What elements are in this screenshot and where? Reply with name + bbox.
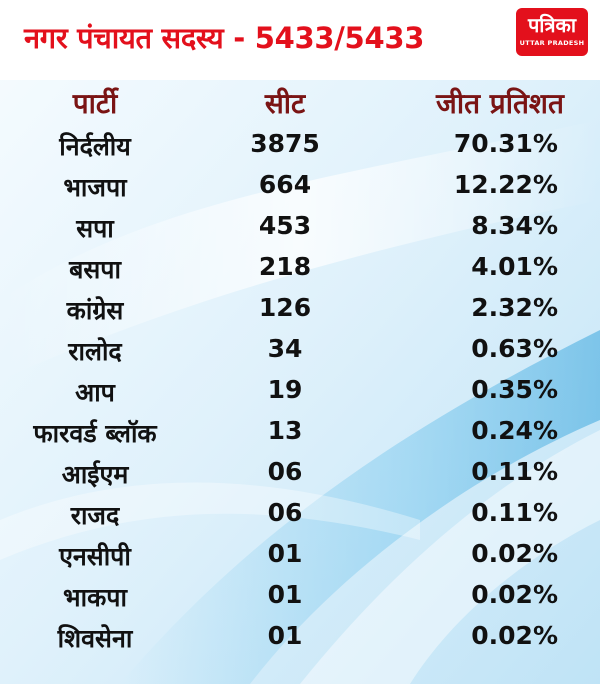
win-percent-cell: 0.11% xyxy=(471,457,558,486)
party-name-cell: आईएम xyxy=(61,460,129,489)
logo-region: UTTAR PRADESH xyxy=(519,39,585,47)
table-row: राजद 06 0.11% xyxy=(0,494,600,535)
table-row: आप 19 0.35% xyxy=(0,371,600,412)
win-percent-cell: 0.24% xyxy=(471,416,558,445)
table-body: निर्दलीय 3875 70.31% भाजपा 664 12.22% सपा 453 8.… xyxy=(0,125,600,658)
party-name-cell: बसपा xyxy=(69,255,121,284)
win-percent-cell: 0.02% xyxy=(471,580,558,609)
seats-cell: 13 xyxy=(267,416,303,445)
win-percent-cell: 0.02% xyxy=(471,539,558,568)
column-header-party: पार्टी xyxy=(72,87,118,120)
table-row: भाजपा 664 12.22% xyxy=(0,166,600,207)
table-row: फारवर्ड ब्लॉक 13 0.24% xyxy=(0,412,600,453)
table-header-row: पार्टी सीट जीत प्रतिशत xyxy=(0,80,600,125)
seats-cell: 664 xyxy=(258,170,312,199)
table-row: सपा 453 8.34% xyxy=(0,207,600,248)
seats-cell: 218 xyxy=(258,252,312,281)
party-name-cell: फारवर्ड ब्लॉक xyxy=(33,419,157,448)
table-row: कांग्रेस 126 2.32% xyxy=(0,289,600,330)
page-title: नगर पंचायत सदस्य - 5433/5433 xyxy=(24,21,425,55)
table-row: निर्दलीय 3875 70.31% xyxy=(0,125,600,166)
seats-cell: 19 xyxy=(267,375,303,404)
table-row: शिवसेना 01 0.02% xyxy=(0,617,600,658)
party-name-cell: भाकपा xyxy=(63,583,127,612)
table-row: भाकपा 01 0.02% xyxy=(0,576,600,617)
win-percent-cell: 0.35% xyxy=(471,375,558,404)
results-table: पार्टी सीट जीत प्रतिशत निर्दलीय 3875 70.31… xyxy=(0,80,600,658)
table-row: आईएम 06 0.11% xyxy=(0,453,600,494)
party-name-cell: आप xyxy=(75,378,115,407)
win-percent-cell: 4.01% xyxy=(471,252,558,281)
seats-cell: 06 xyxy=(267,498,303,527)
seats-cell: 3875 xyxy=(250,129,320,158)
seats-cell: 01 xyxy=(267,539,303,568)
header: नगर पंचायत सदस्य - 5433/5433 पत्रिका UTT… xyxy=(0,0,600,80)
win-percent-cell: 2.32% xyxy=(471,293,558,322)
seats-cell: 34 xyxy=(267,334,303,363)
column-header-win-percent: जीत प्रतिशत xyxy=(436,87,564,120)
seats-cell: 01 xyxy=(267,580,303,609)
table-row: रालोद 34 0.63% xyxy=(0,330,600,371)
party-name-cell: निर्दलीय xyxy=(59,132,131,161)
win-percent-cell: 0.02% xyxy=(471,621,558,650)
party-name-cell: रालोद xyxy=(68,337,122,366)
patrika-logo: पत्रिका UTTAR PRADESH xyxy=(516,8,588,56)
party-name-cell: भाजपा xyxy=(63,173,127,202)
win-percent-cell: 0.11% xyxy=(471,498,558,527)
party-name-cell: कांग्रेस xyxy=(66,296,124,325)
column-header-seats: सीट xyxy=(264,87,306,120)
logo-wordmark: पत्रिका xyxy=(527,13,577,37)
party-name-cell: एनसीपी xyxy=(59,542,131,571)
seats-cell: 06 xyxy=(267,457,303,486)
party-name-cell: राजद xyxy=(70,501,120,530)
party-name-cell: शिवसेना xyxy=(57,624,133,653)
win-percent-cell: 70.31% xyxy=(453,129,558,158)
seats-cell: 01 xyxy=(267,621,303,650)
win-percent-cell: 0.63% xyxy=(471,334,558,363)
win-percent-cell: 12.22% xyxy=(453,170,558,199)
table-row: बसपा 218 4.01% xyxy=(0,248,600,289)
seats-cell: 453 xyxy=(258,211,312,240)
win-percent-cell: 8.34% xyxy=(471,211,558,240)
seats-cell: 126 xyxy=(258,293,312,322)
table-row: एनसीपी 01 0.02% xyxy=(0,535,600,576)
party-name-cell: सपा xyxy=(76,214,114,243)
